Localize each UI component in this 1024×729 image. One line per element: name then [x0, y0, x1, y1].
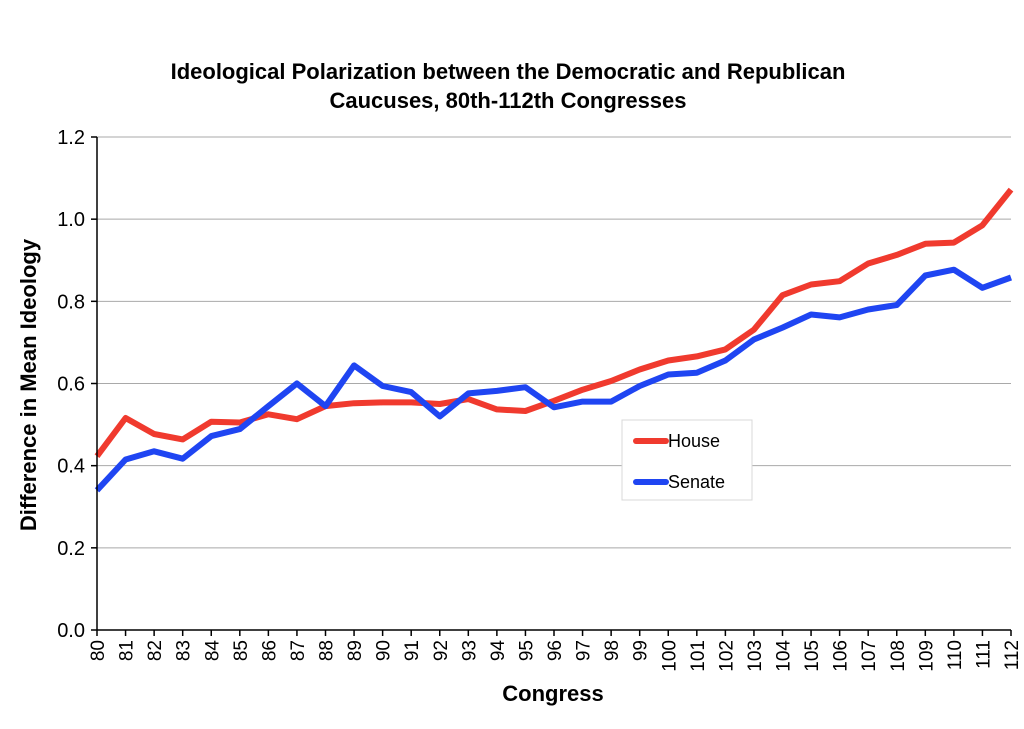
legend-label-senate: Senate	[668, 472, 725, 492]
series-line-house	[94, 187, 1014, 458]
x-tick-label: 102	[716, 640, 737, 672]
x-tick-label: 90	[374, 640, 395, 661]
series-lines	[94, 187, 1014, 493]
x-tick-label: 89	[345, 640, 366, 661]
x-tick-label: 82	[145, 640, 166, 661]
x-axis-label: Congress	[502, 681, 603, 706]
legend-box	[621, 419, 753, 501]
chart-title-line-2: Caucuses, 80th-112th Congresses	[329, 88, 686, 113]
x-tick-label: 110	[945, 640, 966, 670]
gridlines	[97, 136, 1011, 549]
x-tick-label: 85	[231, 640, 252, 661]
x-tick-label: 106	[831, 640, 852, 672]
x-tick-label: 95	[516, 640, 537, 661]
y-axis-label: Difference in Mean Ideology	[16, 238, 41, 531]
y-tick-label: 0.4	[57, 456, 85, 478]
x-tick-label: 88	[317, 640, 338, 661]
x-tick-label: 109	[916, 640, 937, 672]
x-tick-label: 96	[545, 640, 566, 661]
y-tick-label: 0.0	[57, 620, 85, 642]
x-tick-label: 86	[259, 640, 280, 661]
y-tick-label: 1.0	[57, 209, 85, 231]
x-tick-label: 94	[488, 640, 509, 662]
x-tick-label: 111	[973, 640, 994, 669]
x-axis-ticks: 80 81 82 83 84 85 86 87 88 89 90 91 92 93 94 95 96 97 98 99…	[88, 630, 1023, 672]
x-tick-label: 92	[431, 640, 452, 661]
x-tick-label: 87	[288, 640, 309, 661]
x-tick-label: 107	[859, 640, 880, 672]
legend-label-house: House	[668, 431, 720, 451]
y-axis-ticks: 0.0 0.2 0.4 0.6 0.8 1.0 1.2	[57, 127, 97, 642]
x-tick-label: 91	[402, 640, 423, 661]
x-tick-label: 93	[459, 640, 480, 661]
x-tick-label: 104	[774, 640, 795, 672]
x-tick-label: 101	[688, 640, 709, 672]
x-tick-label: 84	[202, 640, 223, 662]
x-tick-label: 103	[745, 640, 766, 672]
series-line-senate	[94, 266, 1013, 493]
y-tick-label: 1.2	[57, 127, 85, 149]
x-tick-label: 112	[1002, 640, 1023, 670]
x-tick-label: 98	[602, 640, 623, 661]
x-tick-label: 100	[659, 640, 680, 672]
chart-title-line-1: Ideological Polarization between the Dem…	[171, 59, 846, 84]
x-tick-label: 81	[117, 640, 138, 661]
x-tick-label: 80	[88, 640, 109, 661]
x-tick-label: 105	[802, 640, 823, 672]
x-tick-label: 99	[631, 640, 652, 661]
x-tick-label: 108	[888, 640, 909, 672]
y-tick-label: 0.2	[57, 538, 85, 560]
x-tick-label: 83	[174, 640, 195, 661]
legend: House Senate	[621, 419, 753, 501]
x-tick-label: 97	[574, 640, 595, 661]
y-tick-label: 0.8	[57, 291, 85, 313]
y-tick-label: 0.6	[57, 374, 85, 396]
